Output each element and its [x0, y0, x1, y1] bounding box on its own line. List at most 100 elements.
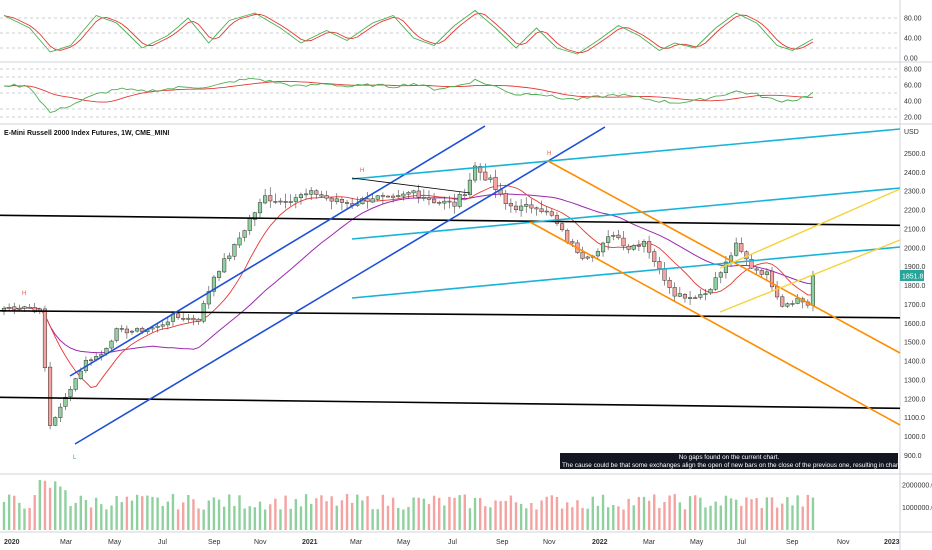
- volume-bar: [23, 508, 26, 530]
- candle-body: [114, 328, 119, 341]
- candle-body: [119, 328, 124, 330]
- candle-body: [252, 212, 257, 220]
- candle: [667, 277, 672, 294]
- candle-body: [324, 195, 329, 199]
- volume-bar: [458, 495, 461, 530]
- candle-body: [795, 297, 800, 304]
- candle: [396, 190, 401, 199]
- candle: [99, 350, 104, 361]
- candle-body: [534, 207, 539, 210]
- volume-bar: [658, 507, 661, 530]
- candle-body: [780, 296, 785, 307]
- price-tick-label: 2200.0: [904, 208, 926, 215]
- price-tick-label: 2300.0: [904, 189, 926, 196]
- candle: [621, 230, 626, 251]
- candle-body: [380, 195, 385, 197]
- no-gaps-notice: No gaps found on the current chart. The …: [560, 453, 932, 469]
- last-price-label: 1851.8: [902, 274, 924, 281]
- volume-bar: [89, 507, 93, 530]
- candle-body: [611, 234, 616, 237]
- volume-bar: [74, 502, 77, 530]
- volume-bar: [642, 496, 646, 530]
- volume-bar: [545, 496, 548, 530]
- volume-bar: [304, 494, 308, 530]
- volume-bar: [468, 508, 472, 530]
- volume-bar: [381, 494, 385, 530]
- candle: [191, 314, 196, 326]
- volume-bar: [422, 498, 426, 530]
- candle-body: [472, 165, 478, 181]
- candle: [222, 252, 227, 274]
- candle: [595, 248, 600, 261]
- rsi-line: [3, 77, 814, 114]
- volume-bar: [325, 501, 328, 530]
- candle-body: [339, 199, 344, 203]
- candle-body: [129, 330, 135, 333]
- volume-bar: [550, 495, 554, 530]
- volume-bar: [376, 509, 379, 530]
- candle-body: [437, 202, 442, 204]
- candle: [385, 195, 391, 198]
- volume-bar: [279, 509, 282, 530]
- candle: [652, 248, 657, 267]
- volume-bar: [64, 490, 67, 530]
- volume-bar: [2, 501, 6, 530]
- volume-bar: [407, 506, 410, 530]
- candle: [109, 339, 114, 351]
- candle-body: [457, 194, 462, 207]
- candle: [380, 192, 385, 205]
- volume-bar: [397, 507, 400, 530]
- volume-bar: [494, 500, 497, 530]
- candle-body: [621, 237, 626, 247]
- volume-bar: [745, 497, 748, 530]
- candle-body: [493, 176, 498, 190]
- candle: [636, 240, 641, 252]
- volume-bar: [647, 500, 651, 530]
- candle: [216, 270, 222, 282]
- volume-bar: [330, 496, 333, 530]
- x-tick-label: Jul: [737, 539, 746, 546]
- candle-body: [42, 308, 48, 368]
- candle-body: [662, 268, 667, 281]
- volume-bar: [463, 494, 466, 530]
- candle-body: [478, 166, 483, 173]
- volume-bar: [775, 507, 779, 530]
- candle-body: [549, 211, 554, 216]
- candle: [7, 303, 12, 311]
- candle: [48, 361, 53, 430]
- candle: [713, 271, 718, 291]
- cyan-trend-line-2: [351, 187, 901, 240]
- candle-body: [585, 256, 590, 259]
- x-tick-label: 2023: [884, 539, 900, 546]
- volume-bar: [560, 508, 564, 530]
- price-tick-label: 1000.0: [904, 434, 926, 441]
- candle: [462, 188, 467, 199]
- volume-bar: [535, 509, 538, 530]
- candle-body: [739, 242, 744, 252]
- volume-bar: [617, 506, 620, 530]
- candle-body: [32, 307, 37, 313]
- volume-bar: [248, 506, 251, 530]
- candle-body: [595, 251, 600, 257]
- candle-body: [268, 195, 273, 202]
- candle: [708, 287, 713, 296]
- stochastic-panel: [0, 9, 900, 55]
- volume-bar: [28, 508, 31, 530]
- volume-bar: [386, 505, 390, 530]
- volume-bar: [100, 504, 103, 530]
- candle-body: [718, 272, 723, 278]
- candle: [324, 190, 329, 201]
- candle-body: [698, 294, 703, 298]
- volume-bar: [509, 495, 513, 530]
- volume-bar: [274, 498, 277, 530]
- volume-bar: [448, 496, 451, 530]
- candle-body: [63, 396, 68, 407]
- candle-body: [647, 241, 652, 253]
- stoch-d-line: [3, 12, 814, 53]
- candle: [513, 201, 519, 213]
- volume-bar: [514, 502, 518, 530]
- volume-bar: [791, 505, 794, 530]
- candle-body: [406, 192, 411, 195]
- candle: [626, 243, 631, 254]
